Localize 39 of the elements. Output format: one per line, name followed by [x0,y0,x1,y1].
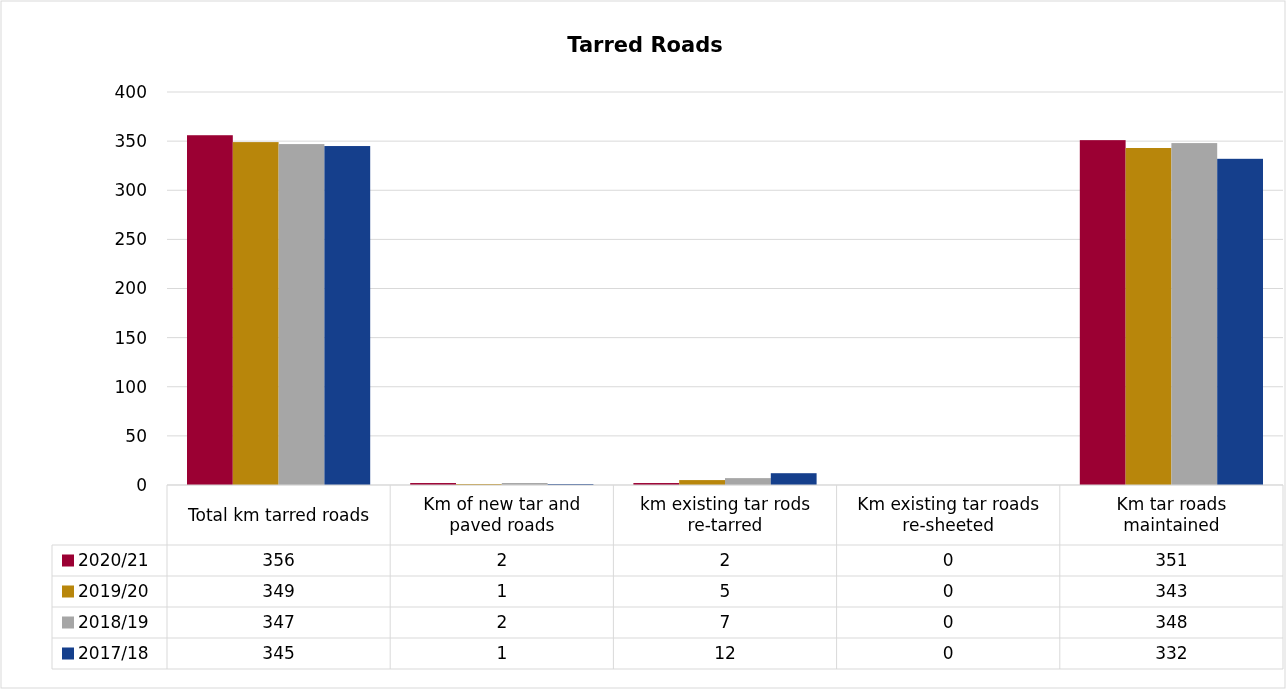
y-tick-label: 200 [114,278,147,299]
legend-label: 2020/21 [78,550,149,571]
y-tick-label: 150 [114,327,147,348]
y-tick-label: 100 [114,376,147,397]
data-label: 0 [942,643,954,664]
data-label: 1 [496,643,508,664]
y-tick-label: 300 [114,180,147,201]
data-label: 5 [719,581,731,602]
data-label: 1 [496,581,508,602]
data-label: 332 [1155,643,1188,664]
y-tick-label: 0 [136,474,147,495]
legend-label: 2019/20 [78,581,149,602]
data-label: 351 [1155,550,1188,571]
data-label: 349 [262,581,295,602]
x-tick-label: Km tar roads maintained [1116,494,1227,536]
legend-label: 2017/18 [78,643,149,664]
data-label: 356 [262,550,295,571]
data-label: 2 [719,550,731,571]
data-label: 0 [942,581,954,602]
legend-label: 2018/19 [78,612,149,633]
x-tick-label: Km of new tar and paved roads [423,494,581,536]
y-tick-label: 400 [114,81,147,102]
data-label: 347 [262,612,295,633]
data-label: 12 [714,643,736,664]
chart-title: Tarred Roads [567,33,723,57]
y-tick-label: 350 [114,131,147,152]
y-tick-label: 50 [125,425,147,446]
x-tick-label: km existing tar rods re-tarred [639,494,811,536]
data-label: 348 [1155,612,1188,633]
data-label: 343 [1155,581,1188,602]
data-label: 0 [942,612,954,633]
x-tick-label: Total km tarred roads [187,504,370,525]
data-label: 2 [496,550,508,571]
data-label: 0 [942,550,954,571]
x-tick-label: Km existing tar roads re-sheeted [857,494,1040,536]
data-label: 345 [262,643,295,664]
y-tick-label: 250 [114,229,147,250]
data-label: 7 [719,612,731,633]
data-label: 2 [496,612,508,633]
